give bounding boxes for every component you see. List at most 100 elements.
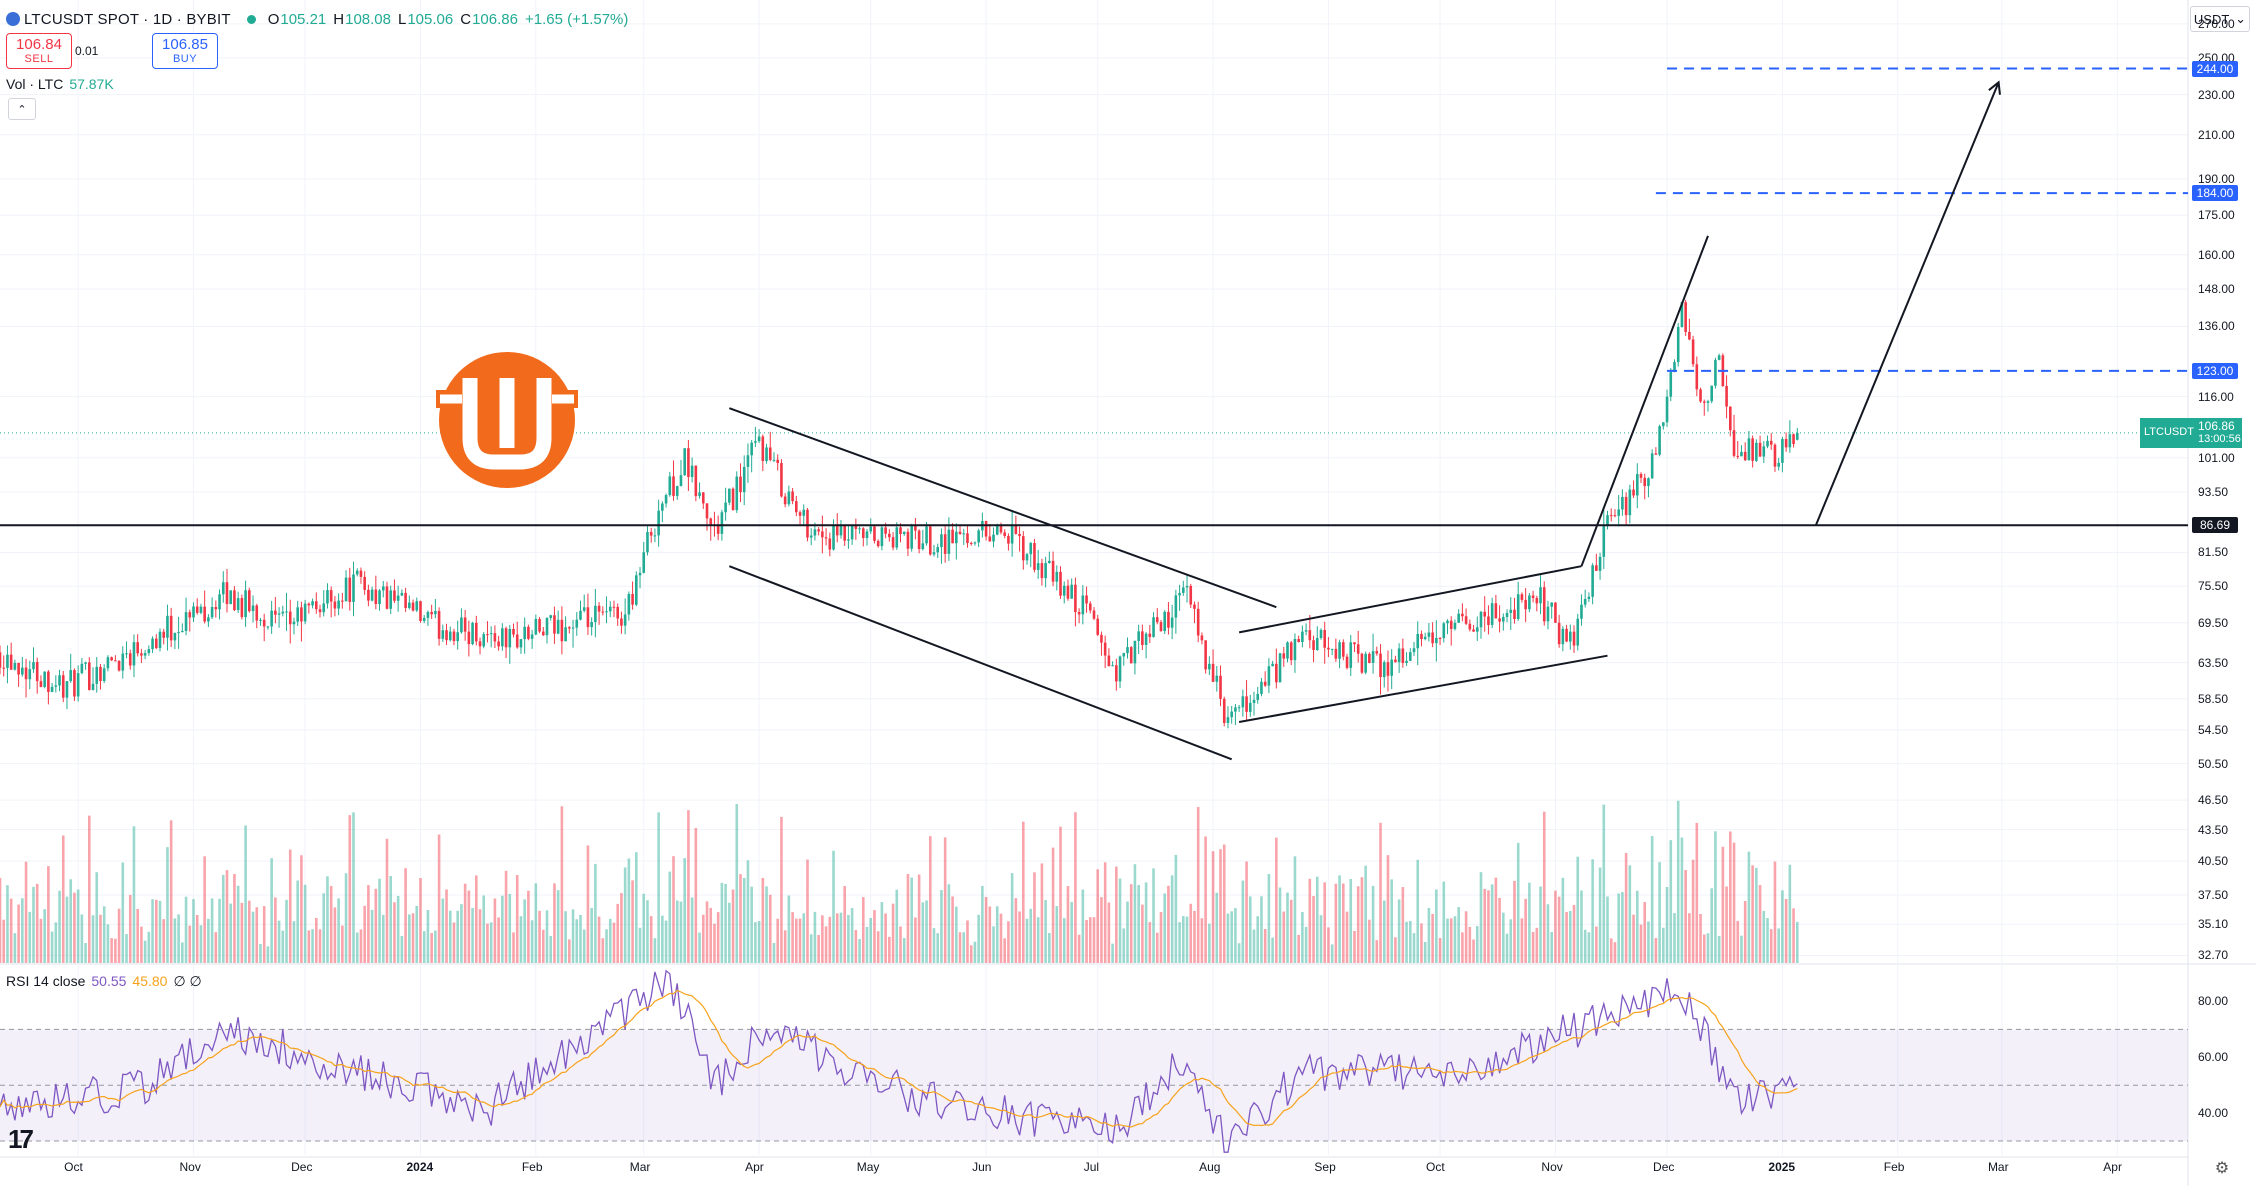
symbol-title[interactable]: LTCUSDT SPOT · 1D · BYBIT (24, 10, 231, 28)
candle-body (1453, 622, 1457, 629)
volume-bar (783, 930, 787, 963)
candle-body (195, 606, 199, 613)
symbol-legend[interactable]: LTCUSDT SPOT · 1D · BYBIT O 105.21 H 108… (6, 8, 635, 30)
volume-bar (1092, 917, 1096, 963)
volume-bar (791, 912, 794, 963)
volume-bar (1379, 822, 1382, 963)
volume-bar (1777, 928, 1780, 963)
bar-countdown: 13:00:56 (2198, 432, 2241, 445)
candle-body (556, 619, 560, 634)
volume-bar (1126, 901, 1129, 963)
candle-body (1323, 630, 1327, 648)
volume-bar (99, 914, 102, 963)
candle-body (1278, 653, 1282, 683)
candle-body (1044, 563, 1047, 579)
candle-body (333, 601, 337, 609)
volume-bar (1431, 913, 1434, 963)
volume-bar (1624, 852, 1628, 963)
candle-body (214, 606, 218, 610)
candle-body (210, 606, 214, 618)
candle-body (1036, 563, 1040, 570)
candle-body (649, 531, 653, 536)
volume-bar (117, 908, 121, 963)
volume-bar (255, 907, 259, 963)
candle-body (984, 520, 988, 537)
volume-bar (1386, 855, 1390, 963)
volume-bar (1729, 831, 1732, 963)
sell-button[interactable]: 106.84 SELL (6, 33, 72, 69)
volume-bar (724, 883, 727, 963)
candle-body (221, 582, 225, 595)
candle-body (91, 683, 95, 690)
candle-body (1297, 638, 1300, 643)
volume-bar (1096, 869, 1100, 963)
candle-body (136, 642, 139, 654)
volume-bar (1740, 935, 1743, 963)
currency-selector[interactable]: USDT ⌄ (2190, 6, 2250, 32)
volume-bar (553, 883, 556, 963)
volume-bar (958, 932, 962, 963)
volume-bar (1312, 896, 1315, 963)
volume-bar (899, 926, 902, 963)
volume-bar (556, 890, 560, 963)
price-axis-label: 175.00 (2198, 208, 2235, 223)
volume-bar (1702, 934, 1706, 963)
volume-bar (21, 898, 24, 963)
rsi-legend[interactable]: RSI 14 close 50.55 45.80 ∅ ∅ (6, 973, 202, 990)
volume-bar (140, 926, 143, 963)
buy-button[interactable]: 106.85 BUY (152, 33, 218, 69)
candle-body (39, 681, 43, 687)
volume-bar (1144, 882, 1148, 963)
candle-body (296, 607, 299, 622)
volume-bar (1717, 935, 1721, 963)
volume-bar (1528, 882, 1531, 963)
volume-bar (132, 826, 136, 963)
volume-bar (199, 925, 203, 963)
volume-bar (720, 882, 724, 963)
candle-body (1103, 642, 1107, 656)
candle-body (489, 633, 493, 635)
volume-bar (1345, 911, 1349, 963)
volume-bar (1189, 903, 1193, 963)
volume-bar (1502, 912, 1505, 963)
volume-bar (1699, 913, 1702, 963)
volume-bar (1226, 913, 1230, 963)
volume-bar (523, 899, 526, 963)
candle-body (1386, 662, 1390, 676)
candle-body (534, 618, 538, 635)
price-axis-label: 35.10 (2198, 917, 2229, 932)
candle-body (1010, 525, 1014, 544)
volume-bar (698, 932, 701, 963)
volume-bar (1275, 837, 1278, 963)
candle-body (132, 642, 136, 666)
volume-bar (270, 858, 273, 963)
volume-legend[interactable]: Vol · LTC 57.87K (6, 76, 114, 92)
settings-gear-icon[interactable]: ⚙ (2214, 1160, 2230, 1177)
volume-bar (1222, 844, 1226, 963)
collapse-legend-button[interactable]: ⌃ (8, 98, 36, 120)
volume-bar (839, 912, 843, 963)
volume-bar (1725, 886, 1728, 963)
tradingview-logo-icon[interactable]: 17 (8, 1124, 34, 1154)
candle-body (821, 531, 824, 538)
candle-body (869, 526, 873, 532)
trend-drawings[interactable] (728, 83, 1998, 761)
volume-bar (657, 812, 660, 963)
candle-body (1751, 438, 1754, 461)
volume-bar (1449, 918, 1453, 963)
candle-body (80, 663, 84, 674)
volume-bar (162, 919, 166, 963)
volume-bar (1405, 921, 1408, 963)
volume-bar (1208, 923, 1211, 963)
candle-body (1449, 620, 1453, 629)
candle-body (1401, 648, 1405, 663)
candle-body (1159, 622, 1163, 631)
candle-body (1334, 648, 1338, 659)
volume-bar (776, 918, 780, 963)
candle-body (1312, 640, 1315, 650)
candle-body (571, 627, 575, 629)
candle-body (1029, 543, 1033, 555)
